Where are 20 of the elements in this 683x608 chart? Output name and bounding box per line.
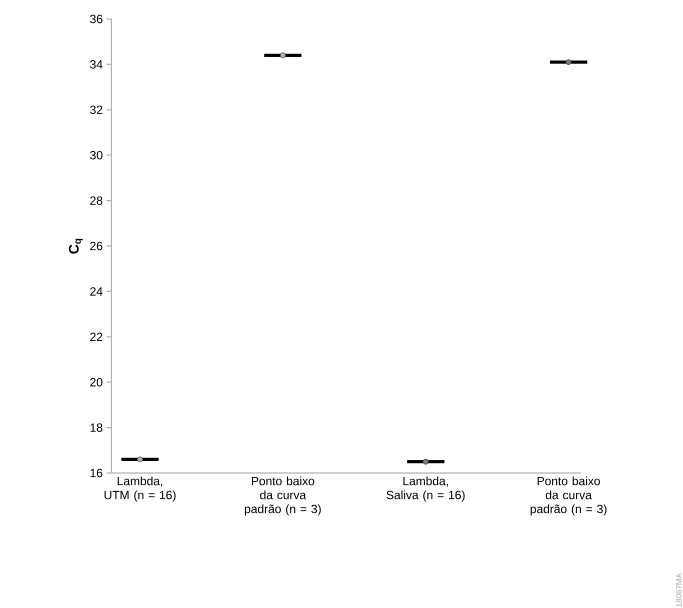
point: [137, 456, 143, 462]
y-tick-label: 32: [90, 105, 102, 114]
point: [566, 59, 572, 65]
x-tick-label: Lambda, UTM (n = 16): [104, 476, 176, 502]
point: [280, 52, 286, 58]
y-tick-label: 20: [90, 378, 102, 386]
y-tick-label: 18: [90, 423, 102, 432]
point: [422, 458, 429, 464]
y-tick-label: 24: [90, 287, 103, 296]
x-tick-label: Lambda, Saliva (n = 16): [386, 476, 465, 502]
y-tick-label: 26: [90, 242, 102, 250]
y-tick-label: 28: [90, 196, 102, 205]
y-tick-label: 36: [90, 14, 102, 24]
x-tick-label: Ponto baixo da curva padrão (n = 3): [244, 476, 321, 516]
y-axis-title: C$_{q}$: [68, 238, 83, 254]
x-tick-label: Ponto baixo da curva padrão (n = 3): [530, 476, 607, 516]
y-tick-label: 22: [90, 332, 102, 341]
y-tick-label: 30: [90, 150, 102, 160]
y-tick-label: 16: [90, 468, 102, 478]
y-tick-label: 34: [90, 60, 103, 68]
